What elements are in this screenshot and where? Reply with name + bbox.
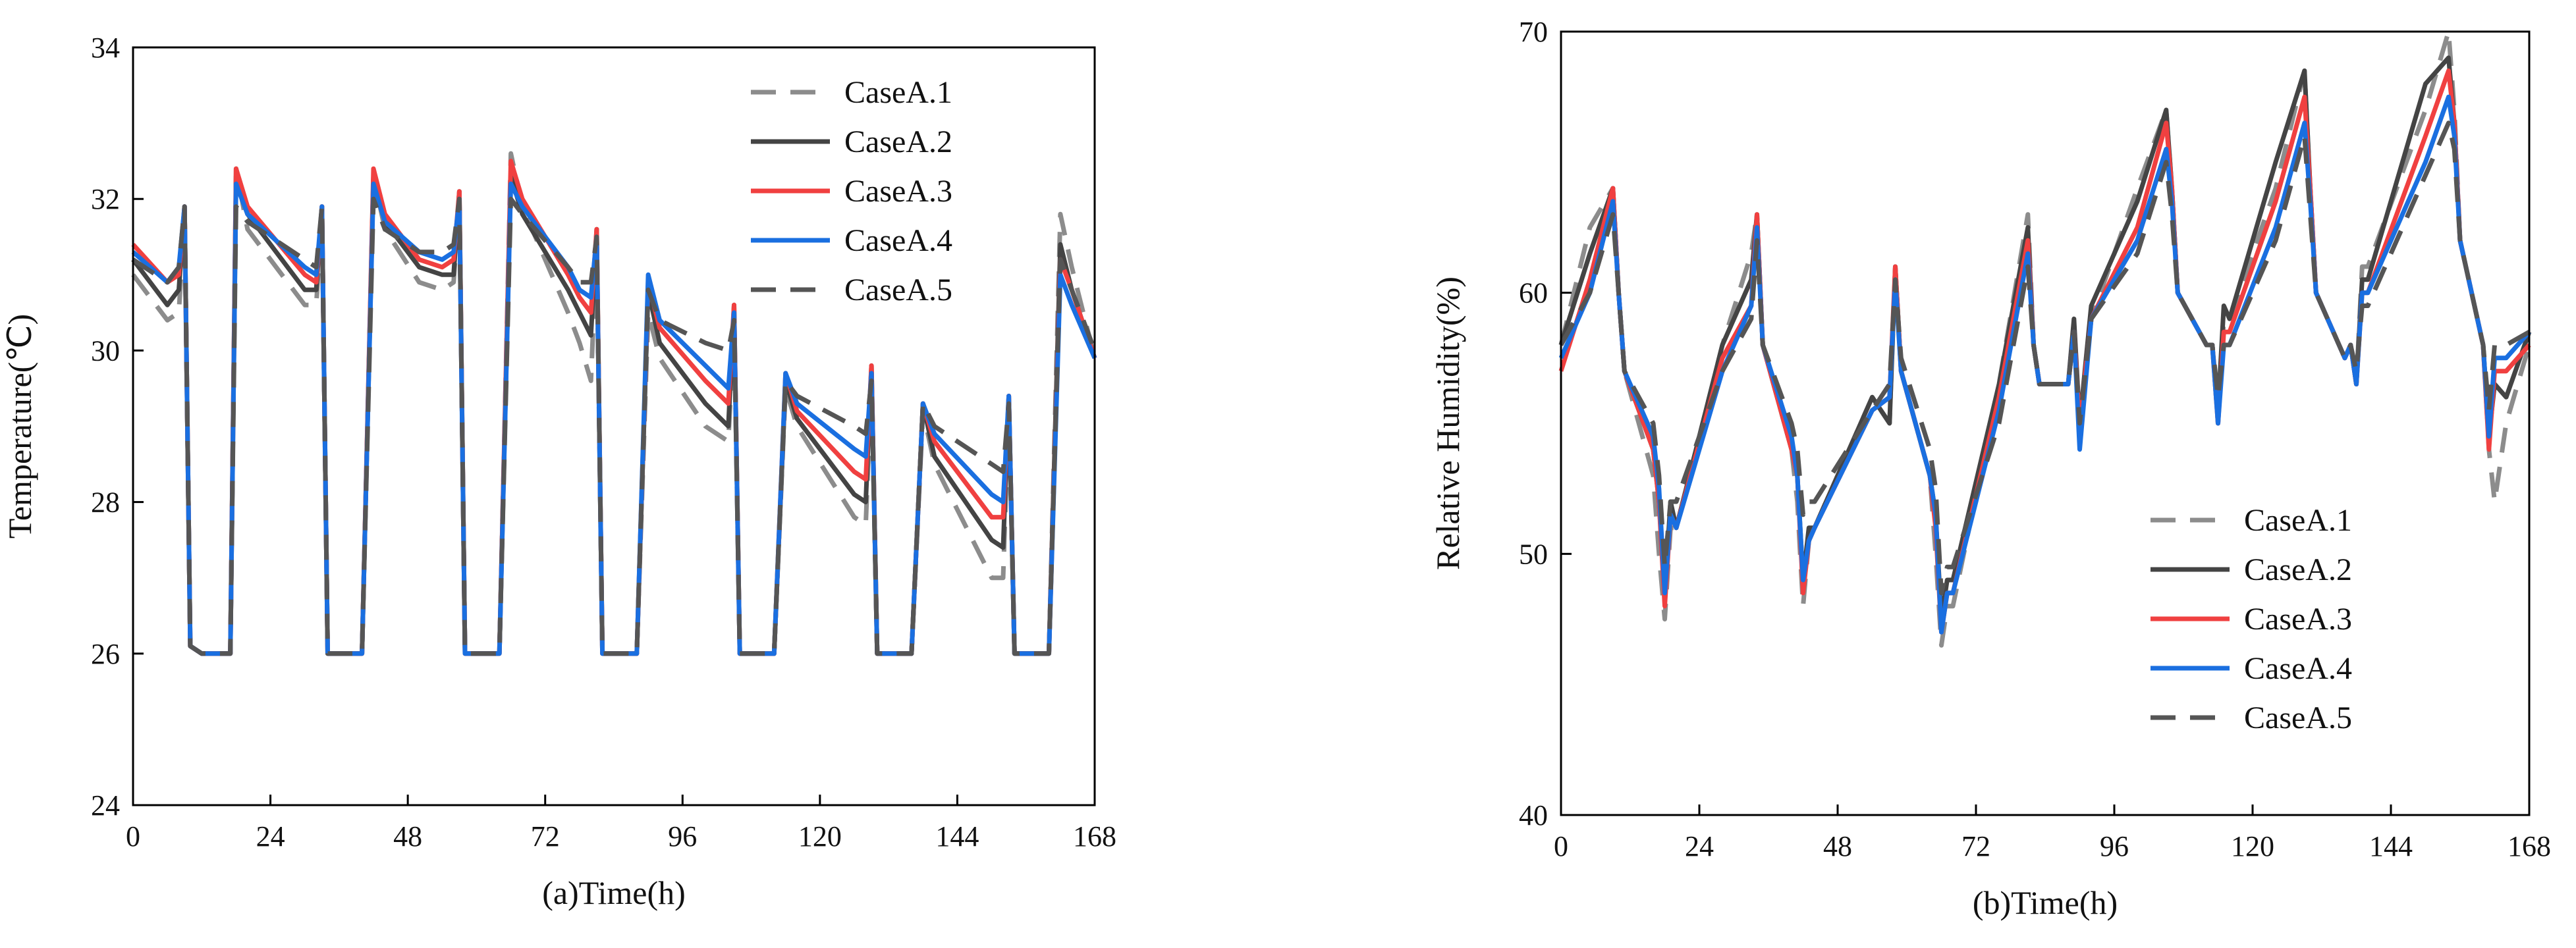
temperature-chart: 0 24 48 72 96 120 144 168242628303234(a)Time(h)… bbox=[1, 32, 1116, 911]
x-tick-label: 120 bbox=[798, 820, 842, 853]
legend: CaseA.1 CaseA.2 CaseA.3 CaseA.4 CaseA.5 bbox=[751, 75, 952, 307]
x-axis-label: (b)Time(h) bbox=[1973, 884, 2118, 921]
x-tick-label: 24 bbox=[1685, 830, 1714, 862]
y-tick-label: 26 bbox=[91, 638, 120, 670]
x-tick-label: 96 bbox=[668, 820, 697, 853]
legend-label: CaseA.4 bbox=[844, 223, 952, 258]
x-axis-label: (a)Time(h) bbox=[542, 874, 686, 911]
y-tick-label: 70 bbox=[1519, 16, 1548, 48]
legend-label: CaseA.1 bbox=[2244, 503, 2352, 538]
y-tick-label: 30 bbox=[91, 334, 120, 367]
y-axis-label: Temperature(℃) bbox=[1, 314, 38, 539]
y-axis-label: Relative Humidity(%) bbox=[1429, 276, 1466, 570]
x-tick-label: 72 bbox=[531, 820, 560, 853]
y-tick-label: 50 bbox=[1519, 538, 1548, 570]
y-tick-label: 34 bbox=[91, 32, 120, 64]
y-tick-label: 60 bbox=[1519, 277, 1548, 309]
series-line-casea-2 bbox=[1558, 55, 2532, 621]
legend-label: CaseA.1 bbox=[844, 75, 952, 110]
legend-label: CaseA.5 bbox=[2244, 700, 2352, 735]
legend-label: CaseA.3 bbox=[844, 174, 952, 209]
plot-frame bbox=[132, 46, 1096, 806]
plot-frame bbox=[1560, 30, 2531, 816]
x-tick-label: 0 bbox=[126, 820, 140, 853]
legend-label: CaseA.5 bbox=[844, 273, 952, 307]
x-tick-label: 48 bbox=[393, 820, 422, 853]
legend: CaseA.1 CaseA.2 CaseA.3 CaseA.4 CaseA.5 bbox=[2151, 503, 2352, 735]
x-tick-label: 120 bbox=[2231, 830, 2274, 862]
x-tick-label: 144 bbox=[2369, 830, 2413, 862]
legend-label: CaseA.4 bbox=[2244, 651, 2352, 686]
x-tick-label: 72 bbox=[1961, 830, 1990, 862]
y-tick-label: 28 bbox=[91, 487, 120, 519]
series-line-casea-4 bbox=[1558, 94, 2531, 635]
x-tick-label: 96 bbox=[2100, 830, 2129, 862]
humidity-chart: 0 24 48 72 96 120 144 168 40 50 60 70 (b)Time(h) Rela… bbox=[1429, 16, 2551, 921]
x-tick-label: 24 bbox=[256, 820, 285, 853]
x-tick-label: 168 bbox=[2507, 830, 2551, 862]
y-tick-label: 24 bbox=[91, 789, 120, 822]
x-tick-label: 144 bbox=[935, 820, 979, 853]
legend-label: CaseA.3 bbox=[2244, 602, 2352, 637]
x-tick-label: 168 bbox=[1073, 820, 1116, 853]
legend-label: CaseA.2 bbox=[2244, 552, 2352, 587]
series-line-casea-1 bbox=[1558, 29, 2532, 648]
series-line-casea-5 bbox=[132, 196, 1097, 656]
legend-label: CaseA.2 bbox=[844, 124, 952, 159]
series-line-casea-5 bbox=[1558, 120, 2531, 596]
x-tick-label: 48 bbox=[1823, 830, 1852, 862]
series-line-casea-3 bbox=[1558, 68, 2531, 635]
y-tick-label: 40 bbox=[1519, 799, 1548, 831]
x-tick-label: 0 bbox=[1554, 830, 1568, 862]
y-tick-label: 32 bbox=[91, 183, 120, 215]
